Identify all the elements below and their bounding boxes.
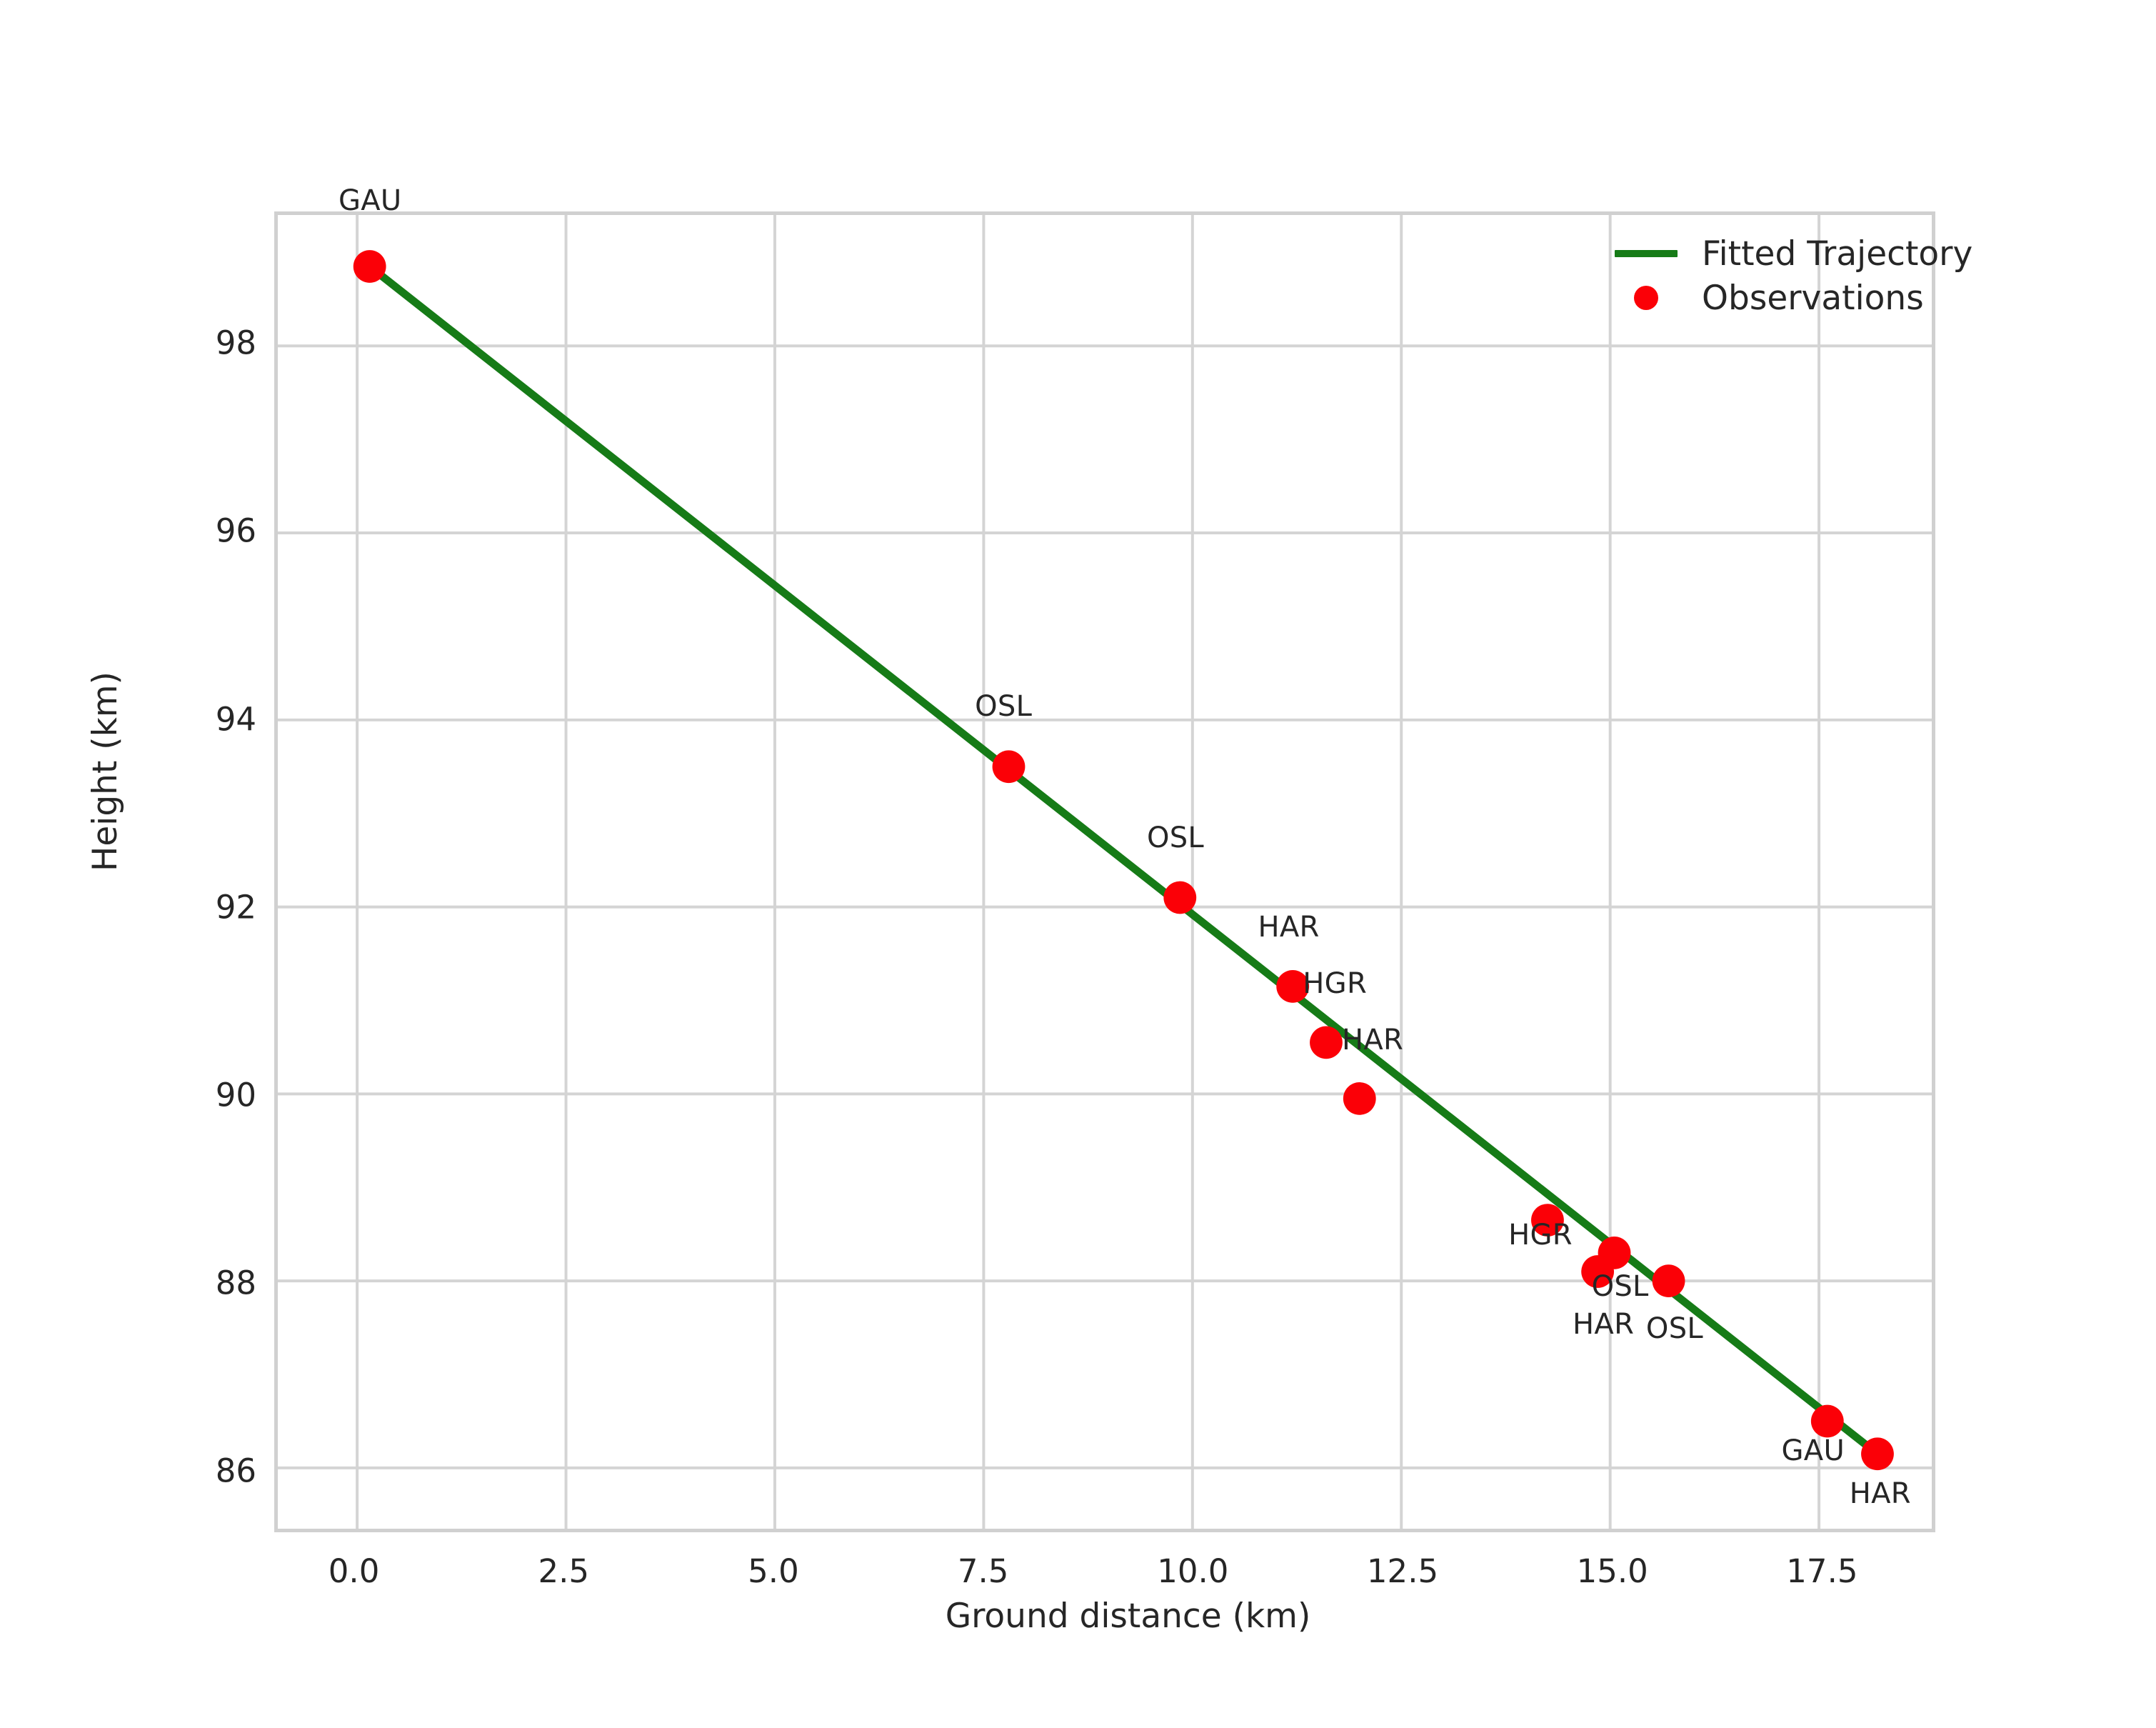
x-tick-label: 2.5 [538, 1552, 590, 1590]
observation-label: HAR [1849, 1477, 1911, 1510]
observation-label: OSL [1146, 821, 1204, 855]
x-axis-title-text: Ground distance (km) [945, 1597, 1311, 1636]
observation-point[interactable] [1581, 1255, 1615, 1288]
observation-point[interactable] [992, 750, 1026, 784]
observation-point[interactable] [1276, 969, 1310, 1003]
observation-label: OSL [975, 690, 1033, 724]
observation-label: HAR [1573, 1307, 1635, 1341]
point-labels-layer: GAU OSL OSL HAR HGR HAR HGR OSL HAR OSL GAU HAR [278, 186, 1932, 1529]
x-tick-label: 17.5 [1786, 1552, 1858, 1590]
legend-marker-icon [1603, 276, 1689, 320]
data-series-layer [353, 250, 1894, 1471]
legend-label: Fitted Trajectory [1702, 234, 1973, 274]
x-tick-label: 10.0 [1157, 1552, 1229, 1590]
x-tick-label: 0.0 [328, 1552, 380, 1590]
legend: Fitted Trajectory Observations [1603, 227, 1972, 324]
y-tick-label: 96 [215, 511, 256, 550]
y-tick-label: 94 [215, 700, 256, 739]
x-tick-label: 12.5 [1366, 1552, 1439, 1590]
x-tick-label: 5.0 [748, 1552, 799, 1590]
observation-label: OSL [1645, 1312, 1703, 1346]
observation-label: HAR [1341, 1024, 1404, 1057]
x-tick-label: 15.0 [1576, 1552, 1648, 1590]
observation-point[interactable] [1861, 1437, 1894, 1471]
observation-label: HGR [1303, 967, 1368, 1001]
x-tick-label: 7.5 [957, 1552, 1009, 1590]
y-tick-label: 90 [215, 1076, 256, 1114]
observation-point[interactable] [1310, 1026, 1343, 1059]
plot-area: GAU OSL OSL HAR HGR HAR HGR OSL HAR OSL GAU HAR [274, 186, 1935, 1532]
observation-label: OSL [1591, 1269, 1649, 1303]
legend-item[interactable]: Observations [1603, 276, 1924, 320]
observation-label: GAU [338, 184, 402, 217]
legend-item[interactable]: Fitted Trajectory [1603, 231, 1972, 276]
y-tick-label: 98 [215, 324, 256, 362]
observation-label: HGR [1508, 1218, 1573, 1252]
legend-swatch [1615, 250, 1678, 257]
observation-point[interactable] [1652, 1264, 1685, 1298]
observation-point[interactable] [1163, 881, 1197, 914]
y-tick-label: 88 [215, 1264, 256, 1302]
legend-swatch [1634, 286, 1658, 310]
observation-point[interactable] [1343, 1082, 1376, 1115]
observation-label: HAR [1258, 911, 1320, 944]
y-axis-title: Height (km) [86, 671, 125, 872]
observation-point[interactable] [1810, 1404, 1844, 1438]
gridlines [278, 215, 1932, 1529]
observation-point[interactable] [353, 250, 386, 283]
legend-label: Observations [1702, 278, 1924, 318]
observation-point[interactable] [1531, 1204, 1564, 1237]
x-axis-title: Ground distance (km) [0, 1597, 2156, 1636]
y-tick-label: 92 [215, 888, 256, 927]
legend-line-icon [1603, 231, 1689, 276]
y-tick-label: 86 [215, 1452, 256, 1490]
observation-label: GAU [1781, 1434, 1845, 1468]
